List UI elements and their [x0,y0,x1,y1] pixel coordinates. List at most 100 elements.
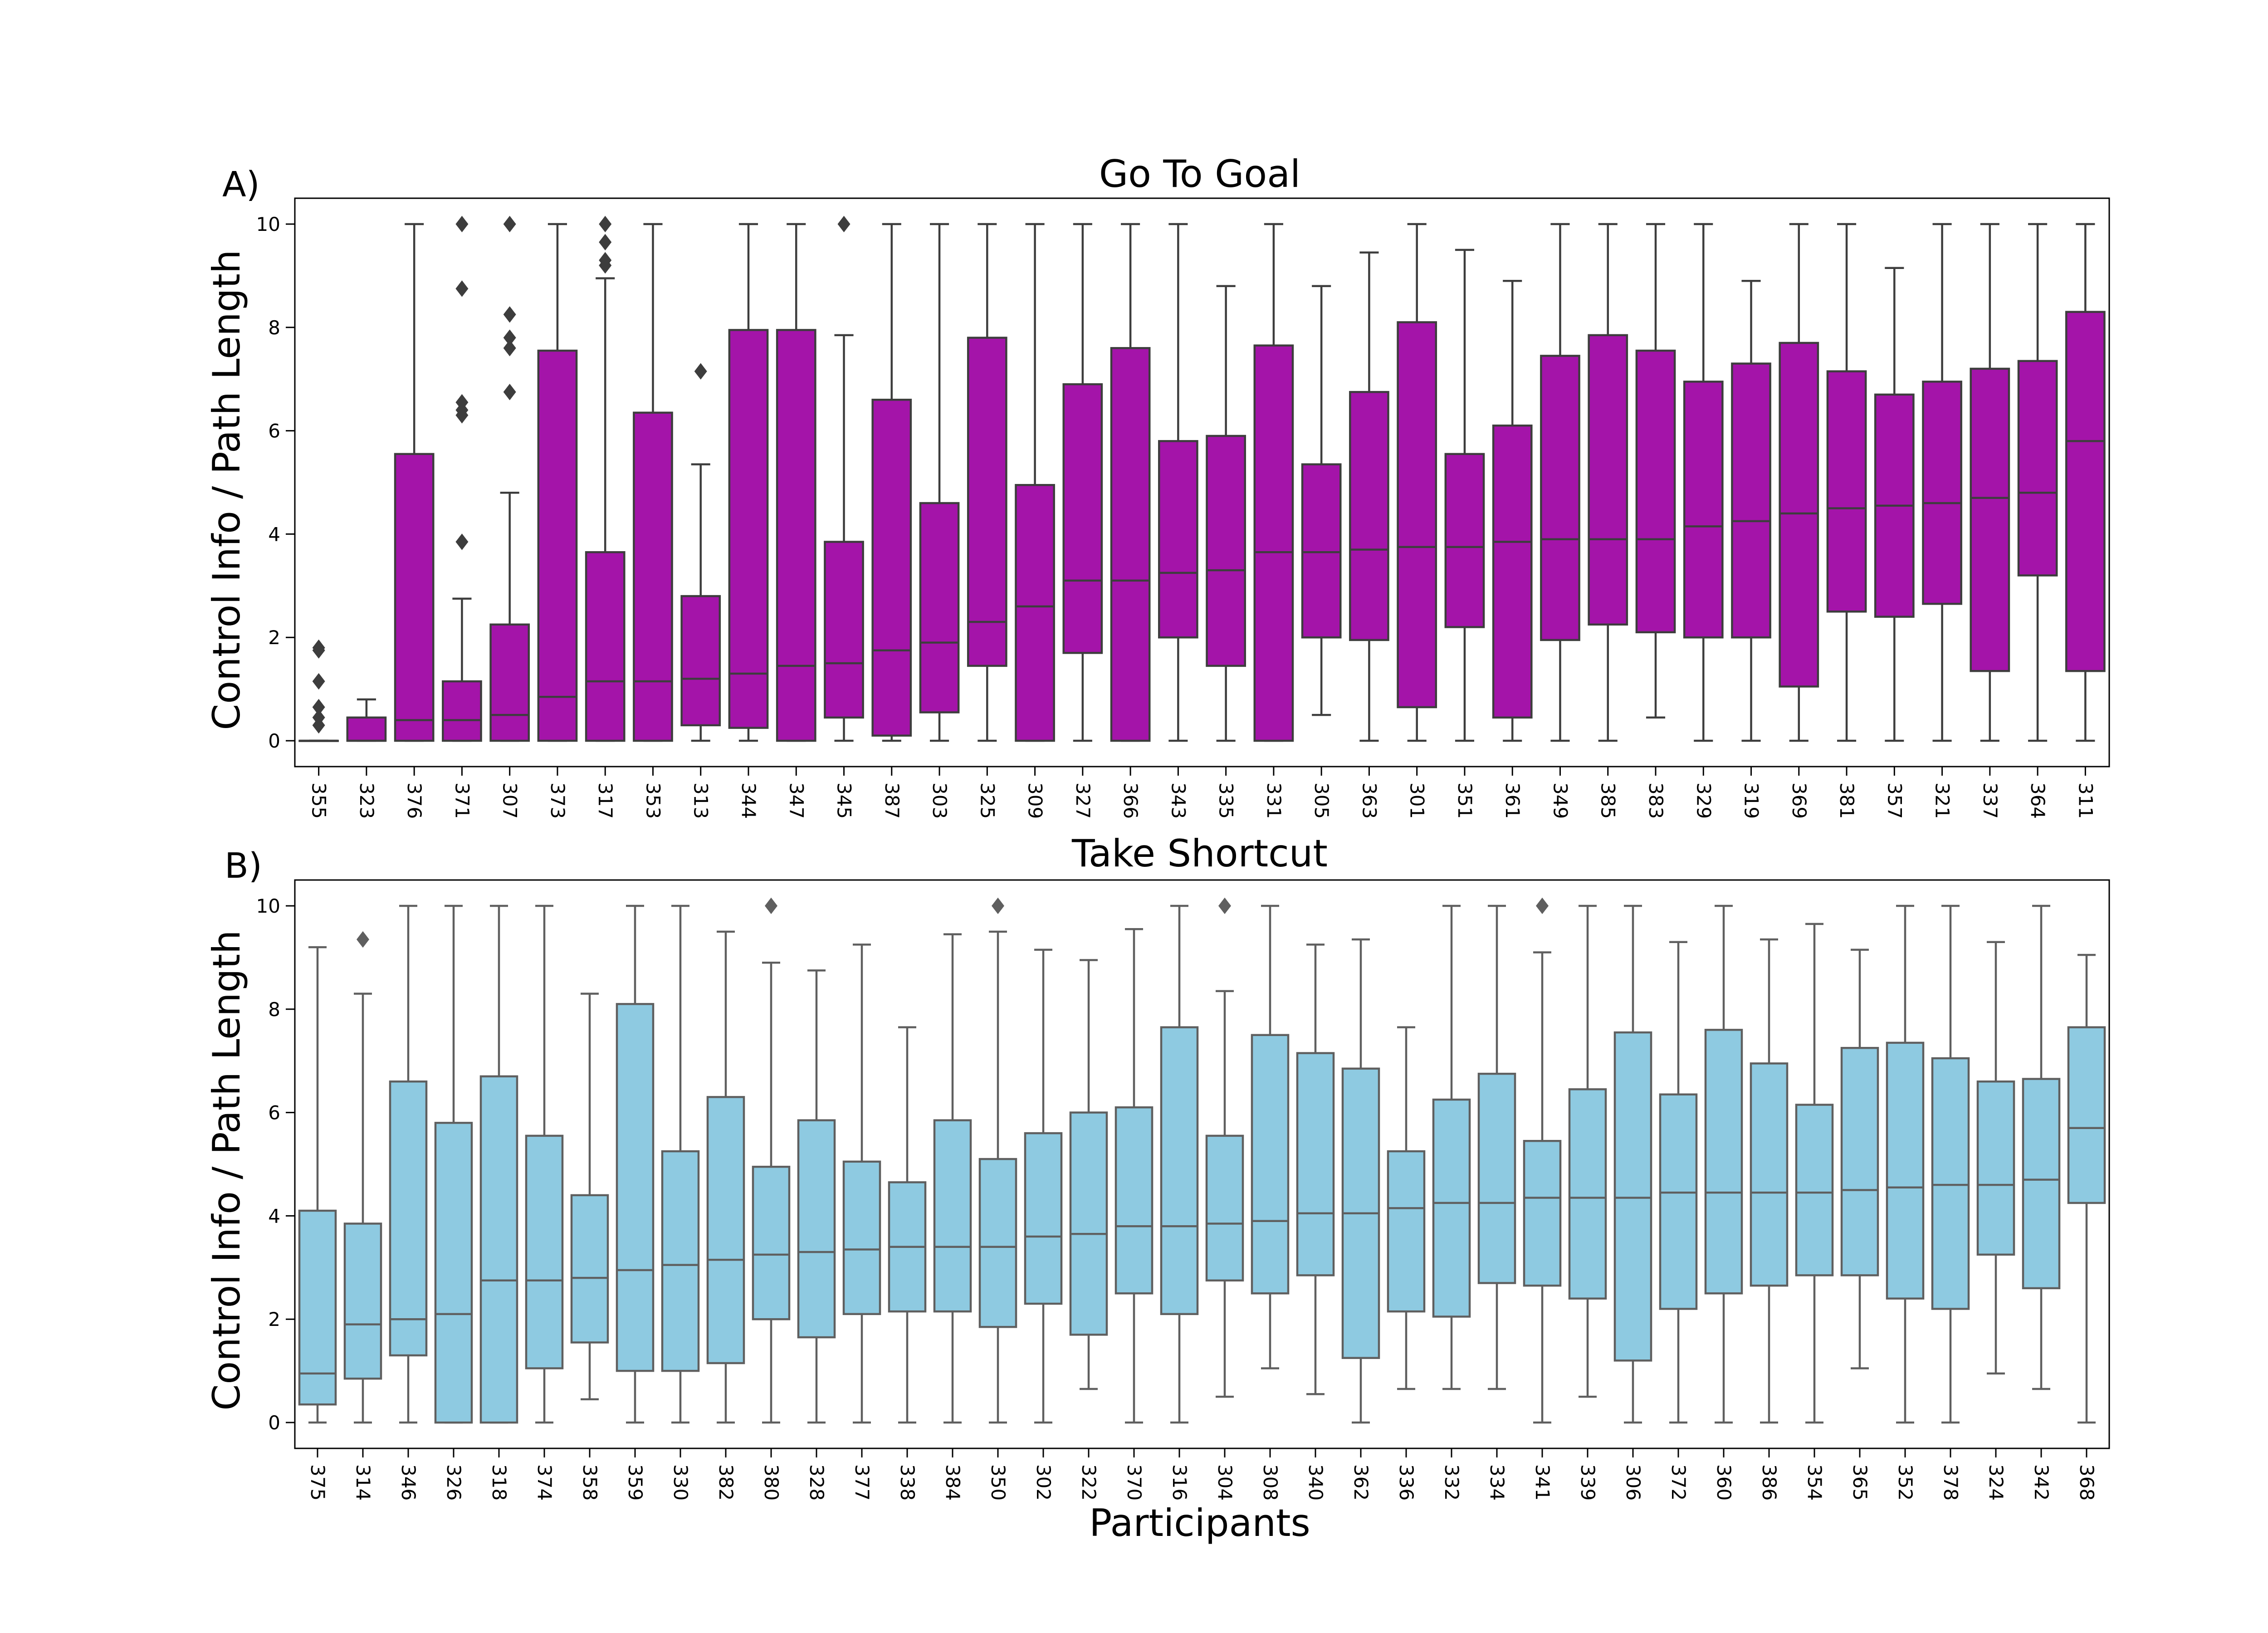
box [525,1134,564,1369]
x-tick-label: 340 [1305,1464,1327,1501]
outlier-point [694,363,707,380]
box [1492,424,1533,719]
box [343,1222,382,1380]
y-tick-label: 10 [256,895,280,917]
x-tick-label: 363 [1358,782,1380,819]
y-tick-label: 0 [268,1412,280,1434]
box [842,1160,881,1315]
box [570,1194,609,1344]
x-tick-label: 365 [1849,1464,1871,1501]
outlier-point [599,234,612,251]
box [434,1122,473,1424]
x-tick-label: 326 [443,1464,465,1501]
box [633,411,673,742]
outlier-point [503,383,516,401]
plot-frame-a [294,197,2110,768]
box [1062,383,1103,654]
box [871,398,912,737]
box [1349,391,1389,641]
x-tick-label: 311 [2074,782,2097,819]
box [479,1075,518,1424]
x-tick-label: 325 [976,782,998,819]
y-axis-label-b: Control Info / Path Length [205,930,249,1410]
x-tick-label: 375 [307,1464,329,1501]
box [1659,1093,1698,1310]
box [1704,1029,1743,1295]
x-tick-label: 323 [356,782,378,819]
x-tick-label: 329 [1692,782,1715,819]
x-tick-label: 385 [1597,782,1619,819]
box [346,716,387,742]
x-tick-label: 342 [2030,1464,2053,1501]
outlier-point [455,280,469,297]
x-tick-label: 368 [2076,1464,2098,1501]
x-tick-label: 345 [833,782,855,819]
x-tick-label: 336 [1395,1464,1418,1501]
x-tick-label: 387 [881,782,903,819]
panel-label-a: A) [222,165,260,205]
x-tick-label: 378 [1940,1464,1962,1501]
x-tick-label: 332 [1441,1464,1463,1501]
y-tick-label: 2 [268,626,280,649]
outlier-point [503,215,516,233]
box [537,349,578,742]
box [776,329,816,742]
x-tick-label: 330 [670,1464,692,1501]
box [1251,1034,1290,1295]
outlier-point [455,533,469,550]
box [797,1119,836,1339]
box [1568,1088,1607,1300]
x-tick-label: 335 [1215,782,1237,819]
x-tick-label: 322 [1078,1464,1100,1501]
outlier-point [837,215,850,233]
outlier-point [1536,897,1549,914]
y-tick-label: 8 [268,317,280,339]
x-tick-label: 337 [1979,782,2001,819]
box [680,595,721,727]
box [585,551,626,742]
outlier-point [503,306,516,323]
x-tick-label: 362 [1350,1464,1372,1501]
box [1683,381,1724,639]
x-tick-label: 346 [397,1464,420,1501]
x-tick-label: 301 [1406,782,1428,819]
box [706,1096,745,1364]
y-tick-label: 6 [268,420,280,442]
box [1110,347,1151,742]
box [1253,344,1294,742]
x-tick-label: 338 [896,1464,919,1501]
x-tick-label: 317 [594,782,616,819]
outlier-point [455,215,469,233]
x-tick-label: 339 [1577,1464,1599,1501]
box [1635,349,1676,634]
x-tick-label: 316 [1168,1464,1191,1501]
x-tick-label: 305 [1310,782,1333,819]
plot-frame-b [294,879,2110,1449]
box [1970,367,2010,672]
x-tick-label: 321 [1931,782,1954,819]
box [1922,381,1962,605]
x-tick-label: 369 [1788,782,1810,819]
box [1540,355,1580,641]
x-tick-label: 359 [624,1464,646,1501]
plot-area-a: 0 2 4 6 8 10 355 323 376 371 307 373 317 353 313 344 347… [256,213,2106,819]
x-tick-label: 327 [1072,782,1094,819]
box [2017,360,2058,577]
x-tick-label: 309 [1024,782,1046,819]
box [1731,362,1771,639]
x-tick-label: 358 [579,1464,601,1501]
x-tick-label: 313 [690,782,712,819]
box [1024,1132,1063,1305]
outlier-point [765,897,777,914]
chart-title-go-to-goal: Go To Goal [1099,152,1300,196]
y-tick-label: 4 [268,1205,280,1227]
plot-area-b: 0 2 4 6 8 10 375 314 346 326 318 374 358 359 330 382 380… [256,895,2106,1501]
x-axis-label: Participants [1089,1501,1310,1545]
outlier-point [312,673,325,690]
y-tick-label: 6 [268,1102,280,1124]
box [1976,1080,2015,1256]
box [1206,435,1246,667]
box [1523,1139,1562,1287]
x-tick-label: 341 [1531,1464,1554,1501]
box [1886,1041,1925,1300]
